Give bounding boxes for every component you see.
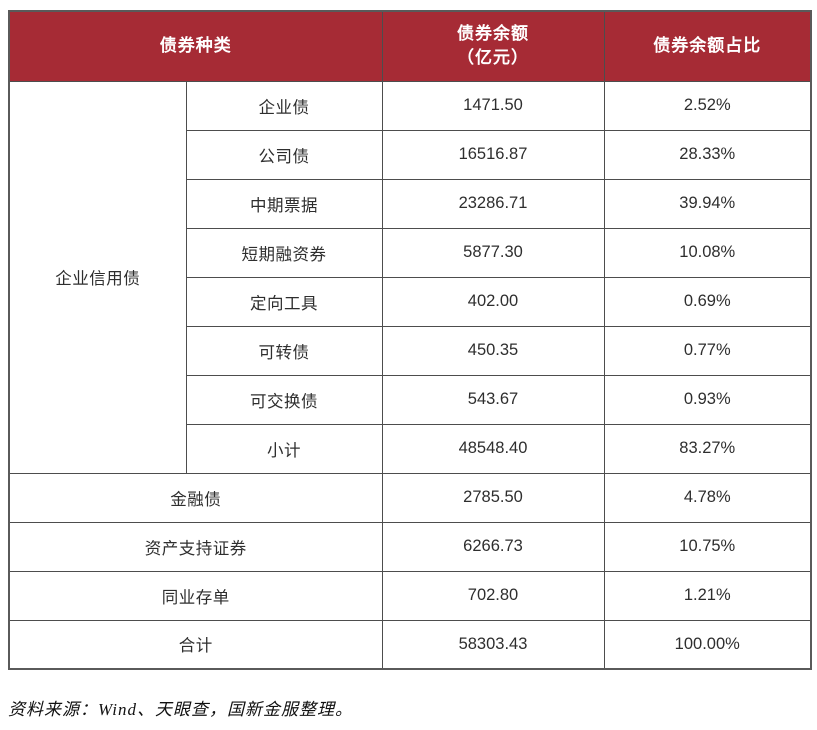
balance-cell: 543.67 — [381, 374, 605, 425]
table-row: 合计 58303.43 100.00% — [8, 619, 812, 670]
bond-type-cell: 同业存单 — [8, 570, 383, 621]
bond-type-cell: 定向工具 — [185, 276, 383, 327]
table-row: 可转债 450.35 0.77% — [9, 325, 812, 376]
bond-type-cell: 企业债 — [185, 80, 383, 131]
share-cell: 1.21% — [603, 570, 812, 621]
table-row: 企业信用债 企业债 1471.50 2.52% — [8, 80, 812, 474]
table-header: 债券种类 债券余额 （亿元） 债券余额占比 — [8, 10, 812, 82]
header-cell-balance: 债券余额 （亿元） — [381, 10, 605, 82]
share-cell: 4.78% — [603, 472, 812, 523]
bond-type-cell: 资产支持证券 — [8, 521, 383, 572]
bond-type-cell: 公司债 — [185, 129, 383, 180]
balance-cell: 2785.50 — [381, 472, 605, 523]
balance-cell: 702.80 — [381, 570, 605, 621]
share-cell: 0.69% — [603, 276, 812, 327]
share-cell: 39.94% — [603, 178, 812, 229]
bond-type-cell: 可转债 — [185, 325, 383, 376]
balance-cell: 402.00 — [381, 276, 605, 327]
share-cell: 100.00% — [603, 619, 812, 670]
balance-cell: 16516.87 — [381, 129, 605, 180]
balance-cell: 450.35 — [381, 325, 605, 376]
table-body: 企业信用债 企业债 1471.50 2.52% 公司债 16516.87 28.… — [8, 80, 812, 670]
table-row: 公司债 16516.87 28.33% — [9, 129, 812, 180]
share-cell: 83.27% — [603, 423, 812, 474]
header-cell-share: 债券余额占比 — [603, 10, 812, 82]
share-cell: 10.08% — [603, 227, 812, 278]
balance-cell: 58303.43 — [381, 619, 605, 670]
bond-type-cell: 可交换债 — [185, 374, 383, 425]
table-row: 金融债 2785.50 4.78% — [8, 472, 812, 523]
header-cell-bond-type: 债券种类 — [8, 10, 383, 82]
table-row: 资产支持证券 6266.73 10.75% — [8, 521, 812, 572]
table-row: 短期融资券 5877.30 10.08% — [9, 227, 812, 278]
table-row: 小计 48548.40 83.27% — [9, 423, 812, 474]
table-row: 中期票据 23286.71 39.94% — [9, 178, 812, 229]
balance-cell: 23286.71 — [381, 178, 605, 229]
balance-cell: 6266.73 — [381, 521, 605, 572]
share-cell: 28.33% — [603, 129, 812, 180]
share-cell: 2.52% — [603, 80, 812, 131]
bond-type-cell: 合计 — [8, 619, 383, 670]
header-row: 债券种类 债券余额 （亿元） 债券余额占比 — [8, 10, 812, 82]
table-row: 同业存单 702.80 1.21% — [8, 570, 812, 621]
bond-type-cell: 小计 — [185, 423, 383, 474]
bond-type-cell: 中期票据 — [185, 178, 383, 229]
balance-cell: 48548.40 — [381, 423, 605, 474]
group-label-cell: 企业信用债 — [8, 80, 187, 474]
bond-type-cell: 金融债 — [8, 472, 383, 523]
bond-balance-table: 债券种类 债券余额 （亿元） 债券余额占比 企业信用债 企业债 1471.50 … — [8, 10, 812, 670]
balance-cell: 5877.30 — [381, 227, 605, 278]
balance-cell: 1471.50 — [381, 80, 605, 131]
bond-type-cell: 短期融资券 — [185, 227, 383, 278]
source-note: 资料来源：Wind、天眼查，国新金服整理。 — [8, 700, 353, 719]
share-cell: 0.77% — [603, 325, 812, 376]
table-row: 可交换债 543.67 0.93% — [9, 374, 812, 425]
share-cell: 0.93% — [603, 374, 812, 425]
table-row: 定向工具 402.00 0.69% — [9, 276, 812, 327]
share-cell: 10.75% — [603, 521, 812, 572]
